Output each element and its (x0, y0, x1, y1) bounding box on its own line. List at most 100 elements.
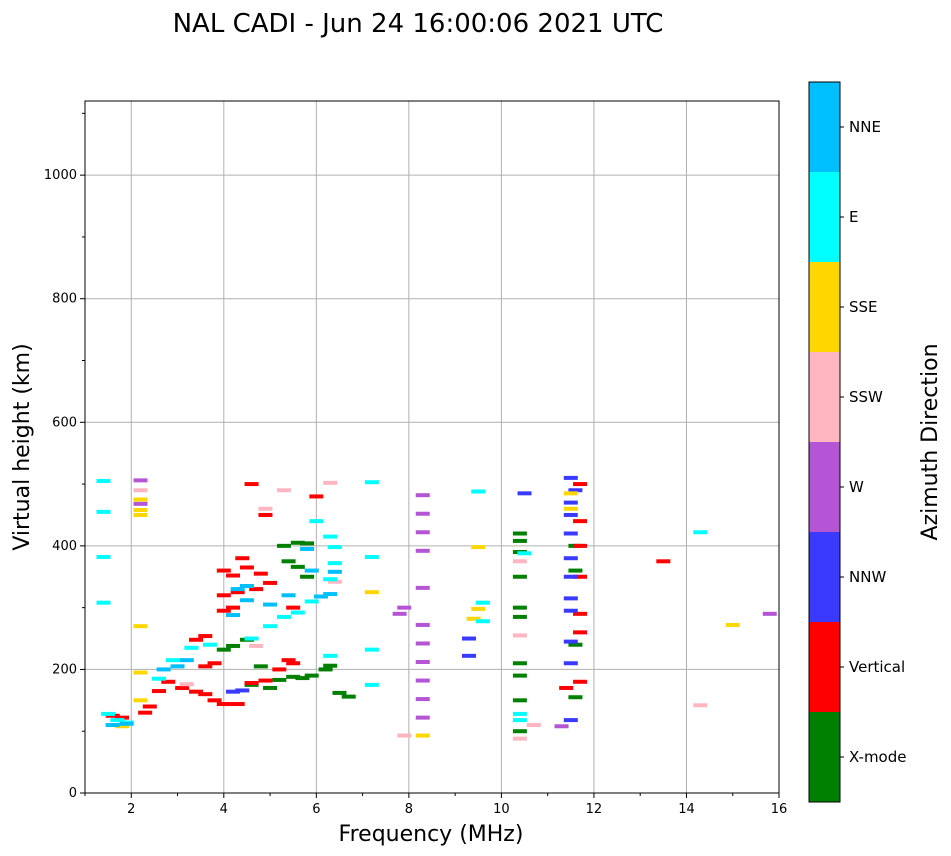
data-point-e (184, 645, 199, 650)
data-point-vertical (656, 559, 671, 564)
data-point-vertical (152, 689, 167, 694)
data-point-vertical (253, 571, 268, 576)
data-point-vertical (263, 580, 278, 585)
colorbar-tick-label: NNE (849, 118, 881, 136)
data-point-w (133, 478, 148, 483)
data-point-ssw (323, 480, 338, 485)
data-point-vertical (286, 661, 301, 666)
colorbar-tick-label: SSE (849, 298, 878, 316)
data-point-nne (105, 723, 120, 728)
data-point-x-mode (253, 664, 268, 669)
x-tick-label: 10 (493, 802, 510, 817)
data-point-vertical (230, 702, 245, 707)
data-point-vertical (138, 710, 153, 715)
data-point-nnw (563, 718, 578, 723)
data-point-vertical (226, 605, 241, 610)
colorbar-swatch (809, 442, 840, 532)
x-axis-label: Frequency (MHz) (339, 822, 524, 847)
data-point-x-mode (512, 661, 527, 666)
data-point-vertical (272, 667, 287, 672)
data-point-ssw (276, 488, 291, 493)
data-point-x-mode (263, 685, 278, 690)
data-point-e (364, 480, 379, 485)
data-point-sse (133, 508, 148, 513)
data-point-w (133, 501, 148, 506)
colorbar-tick-label: NNW (849, 568, 886, 586)
data-point-w (415, 697, 430, 702)
data-point-vertical (244, 482, 259, 487)
data-point-sse (415, 733, 430, 738)
data-point-sse (364, 590, 379, 595)
data-point-x-mode (512, 531, 527, 536)
data-point-vertical (207, 661, 222, 666)
data-point-e (244, 636, 259, 641)
data-point-sse (133, 512, 148, 517)
data-point-sse (563, 491, 578, 496)
data-point-nne (119, 721, 134, 726)
data-point-vertical (207, 698, 222, 703)
data-point-nnw (563, 596, 578, 601)
data-point-nne (230, 587, 245, 592)
data-point-x-mode (300, 574, 315, 579)
data-point-w (392, 611, 407, 616)
data-point-e (263, 624, 278, 629)
data-point-sse (133, 624, 148, 629)
data-point-vertical (258, 678, 273, 683)
data-point-vertical (175, 685, 190, 690)
colorbar: X-mode Vertical NNW W SSW SSE E NNE (808, 81, 906, 803)
data-point-e (364, 647, 379, 652)
data-point-x-mode (300, 541, 315, 546)
x-tick-label: 4 (220, 802, 228, 817)
data-point-ssw (258, 506, 273, 511)
data-point-e (327, 545, 342, 550)
data-point-vertical (249, 587, 264, 592)
data-point-e (96, 600, 111, 605)
data-point-x-mode (512, 605, 527, 610)
data-point-e (165, 658, 180, 663)
data-point-vertical (216, 608, 231, 613)
data-point-sse (115, 724, 130, 729)
data-point-e (290, 610, 305, 615)
x-tick-label: 14 (678, 802, 695, 817)
data-point-nnw (563, 639, 578, 644)
data-point-nnw (462, 636, 477, 641)
data-point-nnw (563, 556, 578, 561)
data-point-nne (179, 658, 194, 663)
data-point-ssw (512, 559, 527, 564)
data-point-nnw (226, 689, 241, 694)
colorbar-tick-label: X-mode (849, 748, 906, 766)
data-point-w (415, 548, 430, 553)
data-point-x-mode (216, 647, 231, 652)
data-point-x-mode (512, 729, 527, 734)
data-point-e (512, 711, 527, 716)
colorbar-swatch (809, 532, 840, 622)
data-point-e (101, 711, 116, 716)
data-point-vertical (189, 637, 204, 642)
axis-ticks: 2 4 6 8 10 12 14 16 0 200 400 600 800 1000 (44, 112, 787, 817)
data-point-w (762, 611, 777, 616)
y-tick-label: 600 (52, 415, 77, 430)
data-point-nnw (235, 688, 250, 693)
data-point-nne (327, 569, 342, 574)
data-point-x-mode (290, 540, 305, 545)
data-point-vertical (286, 605, 301, 610)
data-point-vertical (115, 715, 130, 720)
data-point-w (415, 641, 430, 646)
data-point-e (327, 561, 342, 566)
data-point-nne (300, 546, 315, 551)
data-point-nne (239, 598, 254, 603)
data-point-vertical (559, 685, 574, 690)
data-point-vertical (216, 568, 231, 573)
data-point-sse (133, 497, 148, 502)
data-point-x-mode (290, 564, 305, 569)
data-point-sse (725, 622, 740, 627)
data-point-nnw (563, 475, 578, 480)
data-point-vertical (189, 689, 204, 694)
data-point-nnw (563, 608, 578, 613)
data-point-sse (133, 670, 148, 675)
data-point-e (152, 676, 167, 681)
data-point-x-mode (286, 674, 301, 679)
data-point-ssw (133, 488, 148, 493)
data-point-nne (313, 594, 328, 599)
